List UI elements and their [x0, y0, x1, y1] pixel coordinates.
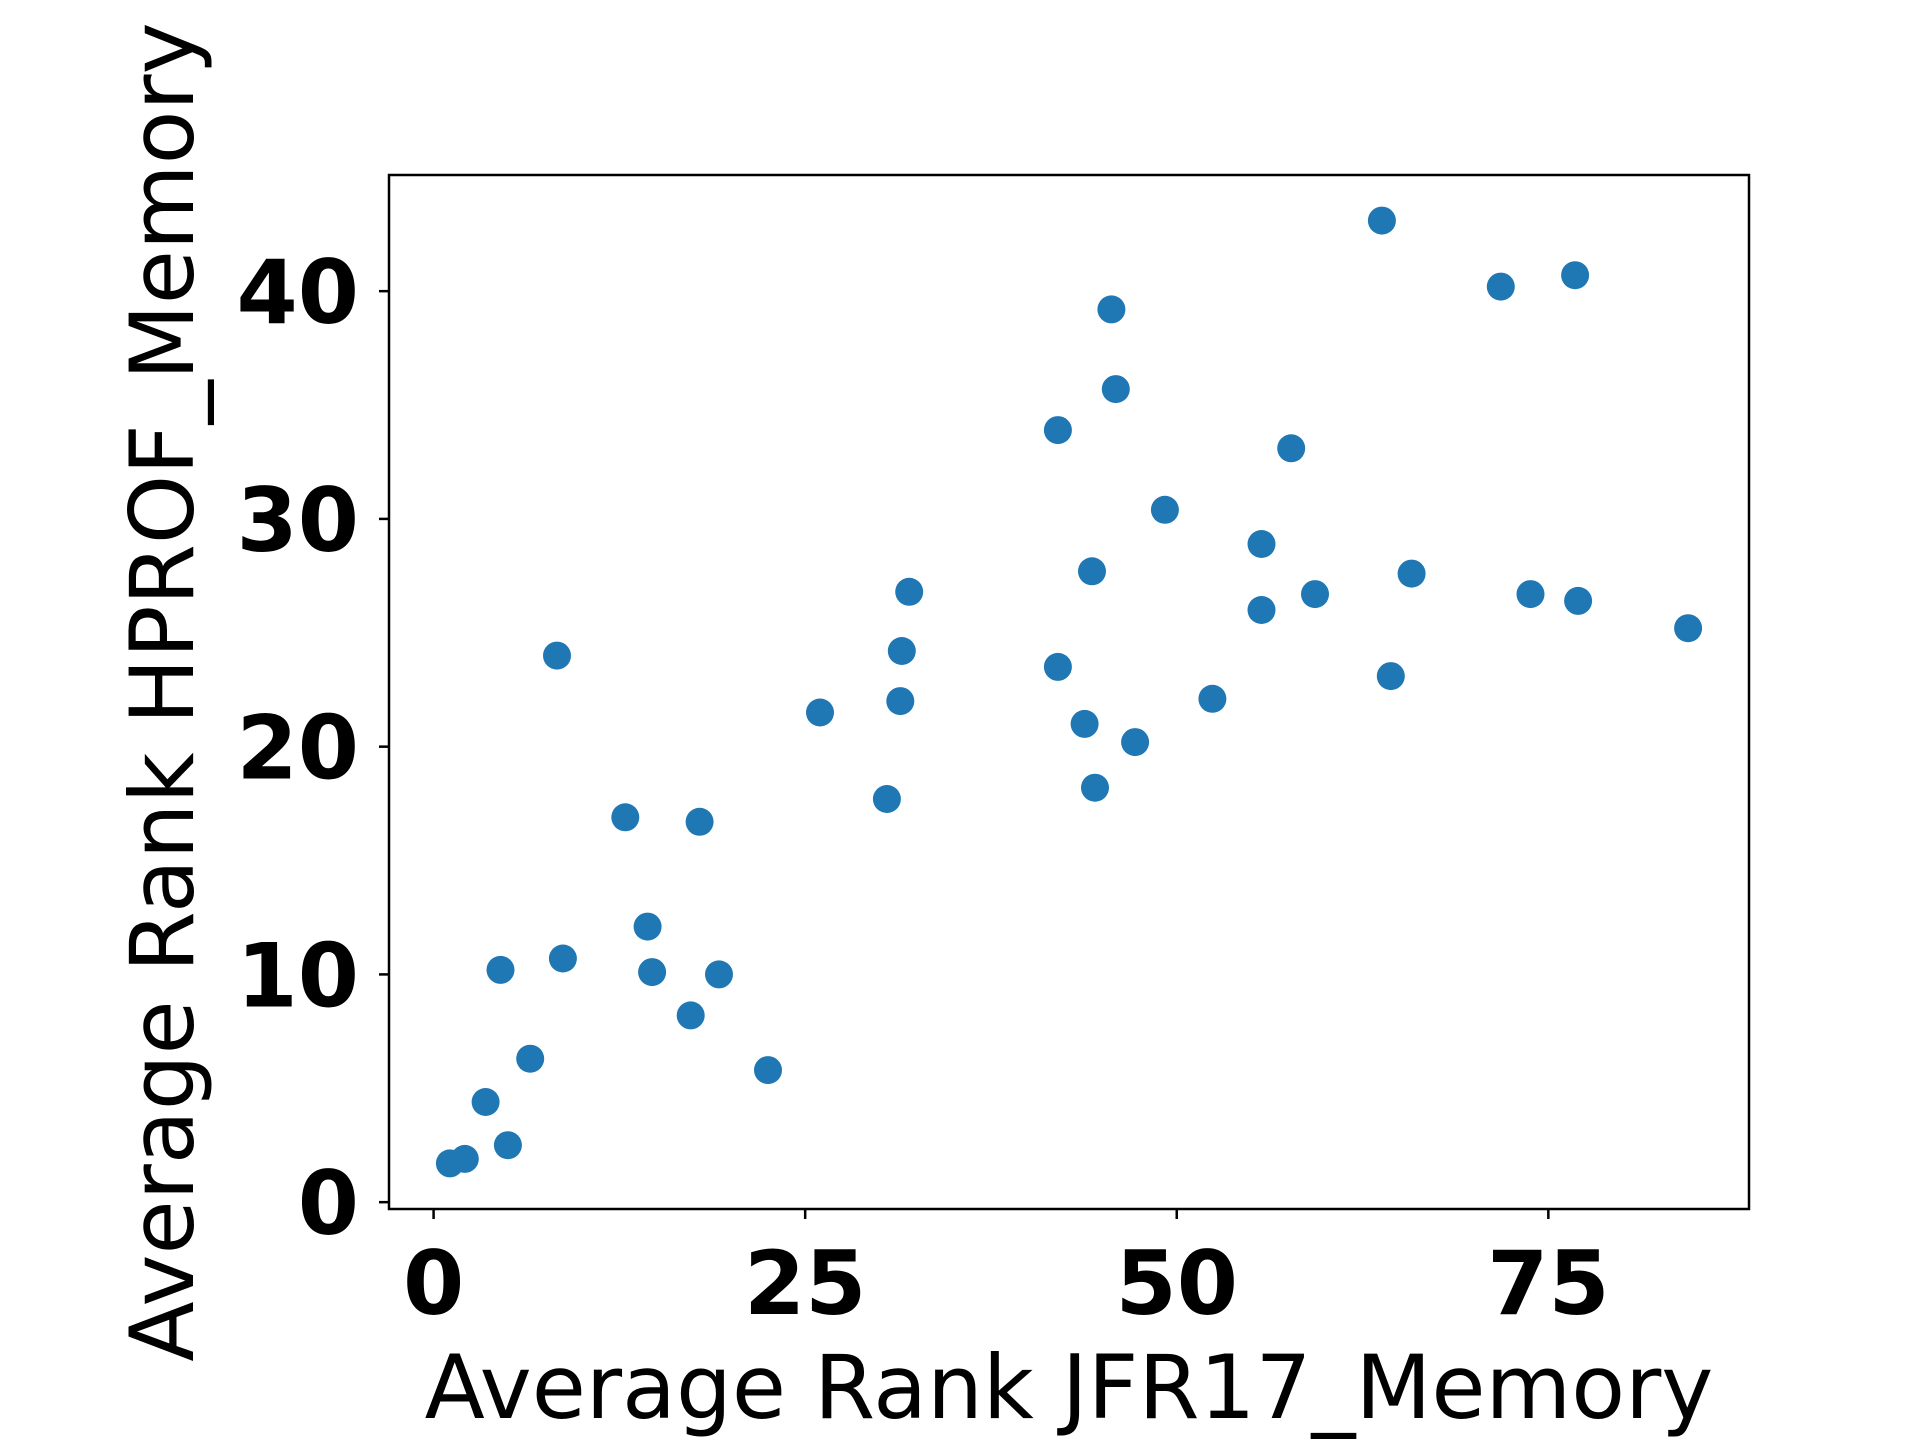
data-point — [638, 958, 667, 987]
data-point — [548, 944, 577, 973]
data-point — [1247, 596, 1276, 624]
x-tick-label: 25 — [744, 1232, 866, 1335]
data-point — [1078, 557, 1106, 586]
data-point — [611, 803, 640, 832]
points-layer — [435, 206, 1703, 1178]
data-point — [887, 637, 916, 665]
x-tick-label: 0 — [403, 1232, 464, 1335]
data-point — [886, 687, 915, 716]
data-point — [450, 1144, 479, 1173]
data-point — [1101, 375, 1130, 404]
data-point — [806, 698, 834, 727]
data-point — [1397, 559, 1426, 588]
y-tick-label: 10 — [237, 924, 359, 1027]
data-point — [493, 1131, 522, 1160]
data-point — [1070, 709, 1099, 738]
data-point — [471, 1088, 500, 1116]
ticks-layer: 0 25 50 75 0 10 20 30 40 — [237, 241, 1610, 1335]
y-tick-label: 20 — [237, 697, 359, 800]
y-tick-label: 30 — [237, 469, 359, 572]
data-point — [676, 1001, 705, 1030]
data-point — [895, 577, 924, 606]
data-point — [1043, 416, 1072, 445]
data-point — [1376, 662, 1405, 691]
y-tick-label: 40 — [237, 241, 359, 344]
data-point — [1486, 272, 1515, 301]
x-tick-label: 50 — [1116, 1232, 1238, 1335]
data-point — [1561, 261, 1590, 290]
data-point — [1150, 495, 1179, 524]
data-point — [633, 912, 662, 941]
data-point — [754, 1056, 782, 1085]
data-point — [1097, 295, 1126, 324]
data-point — [705, 960, 733, 989]
data-point — [1277, 434, 1306, 463]
data-point — [1301, 580, 1329, 609]
plot-area-frame — [387, 173, 1751, 1211]
y-tick-label: 0 — [298, 1152, 359, 1255]
x-axis-title: Average Rank JFR17_Memory — [425, 1336, 1714, 1439]
data-point — [486, 955, 515, 984]
data-point — [1247, 530, 1276, 558]
data-point — [1516, 580, 1545, 609]
x-tick-label: 75 — [1487, 1232, 1609, 1335]
data-point — [1198, 684, 1227, 713]
data-point — [1043, 652, 1072, 681]
data-point — [543, 641, 571, 670]
data-point — [1121, 728, 1150, 757]
data-point — [516, 1044, 545, 1073]
y-axis-title: Average Rank HPROF_Memory — [111, 22, 214, 1361]
data-point — [1674, 614, 1703, 643]
data-point — [1564, 586, 1593, 615]
data-point — [685, 807, 714, 836]
data-point — [1367, 206, 1396, 235]
data-point — [1081, 773, 1109, 802]
data-point — [872, 785, 901, 813]
